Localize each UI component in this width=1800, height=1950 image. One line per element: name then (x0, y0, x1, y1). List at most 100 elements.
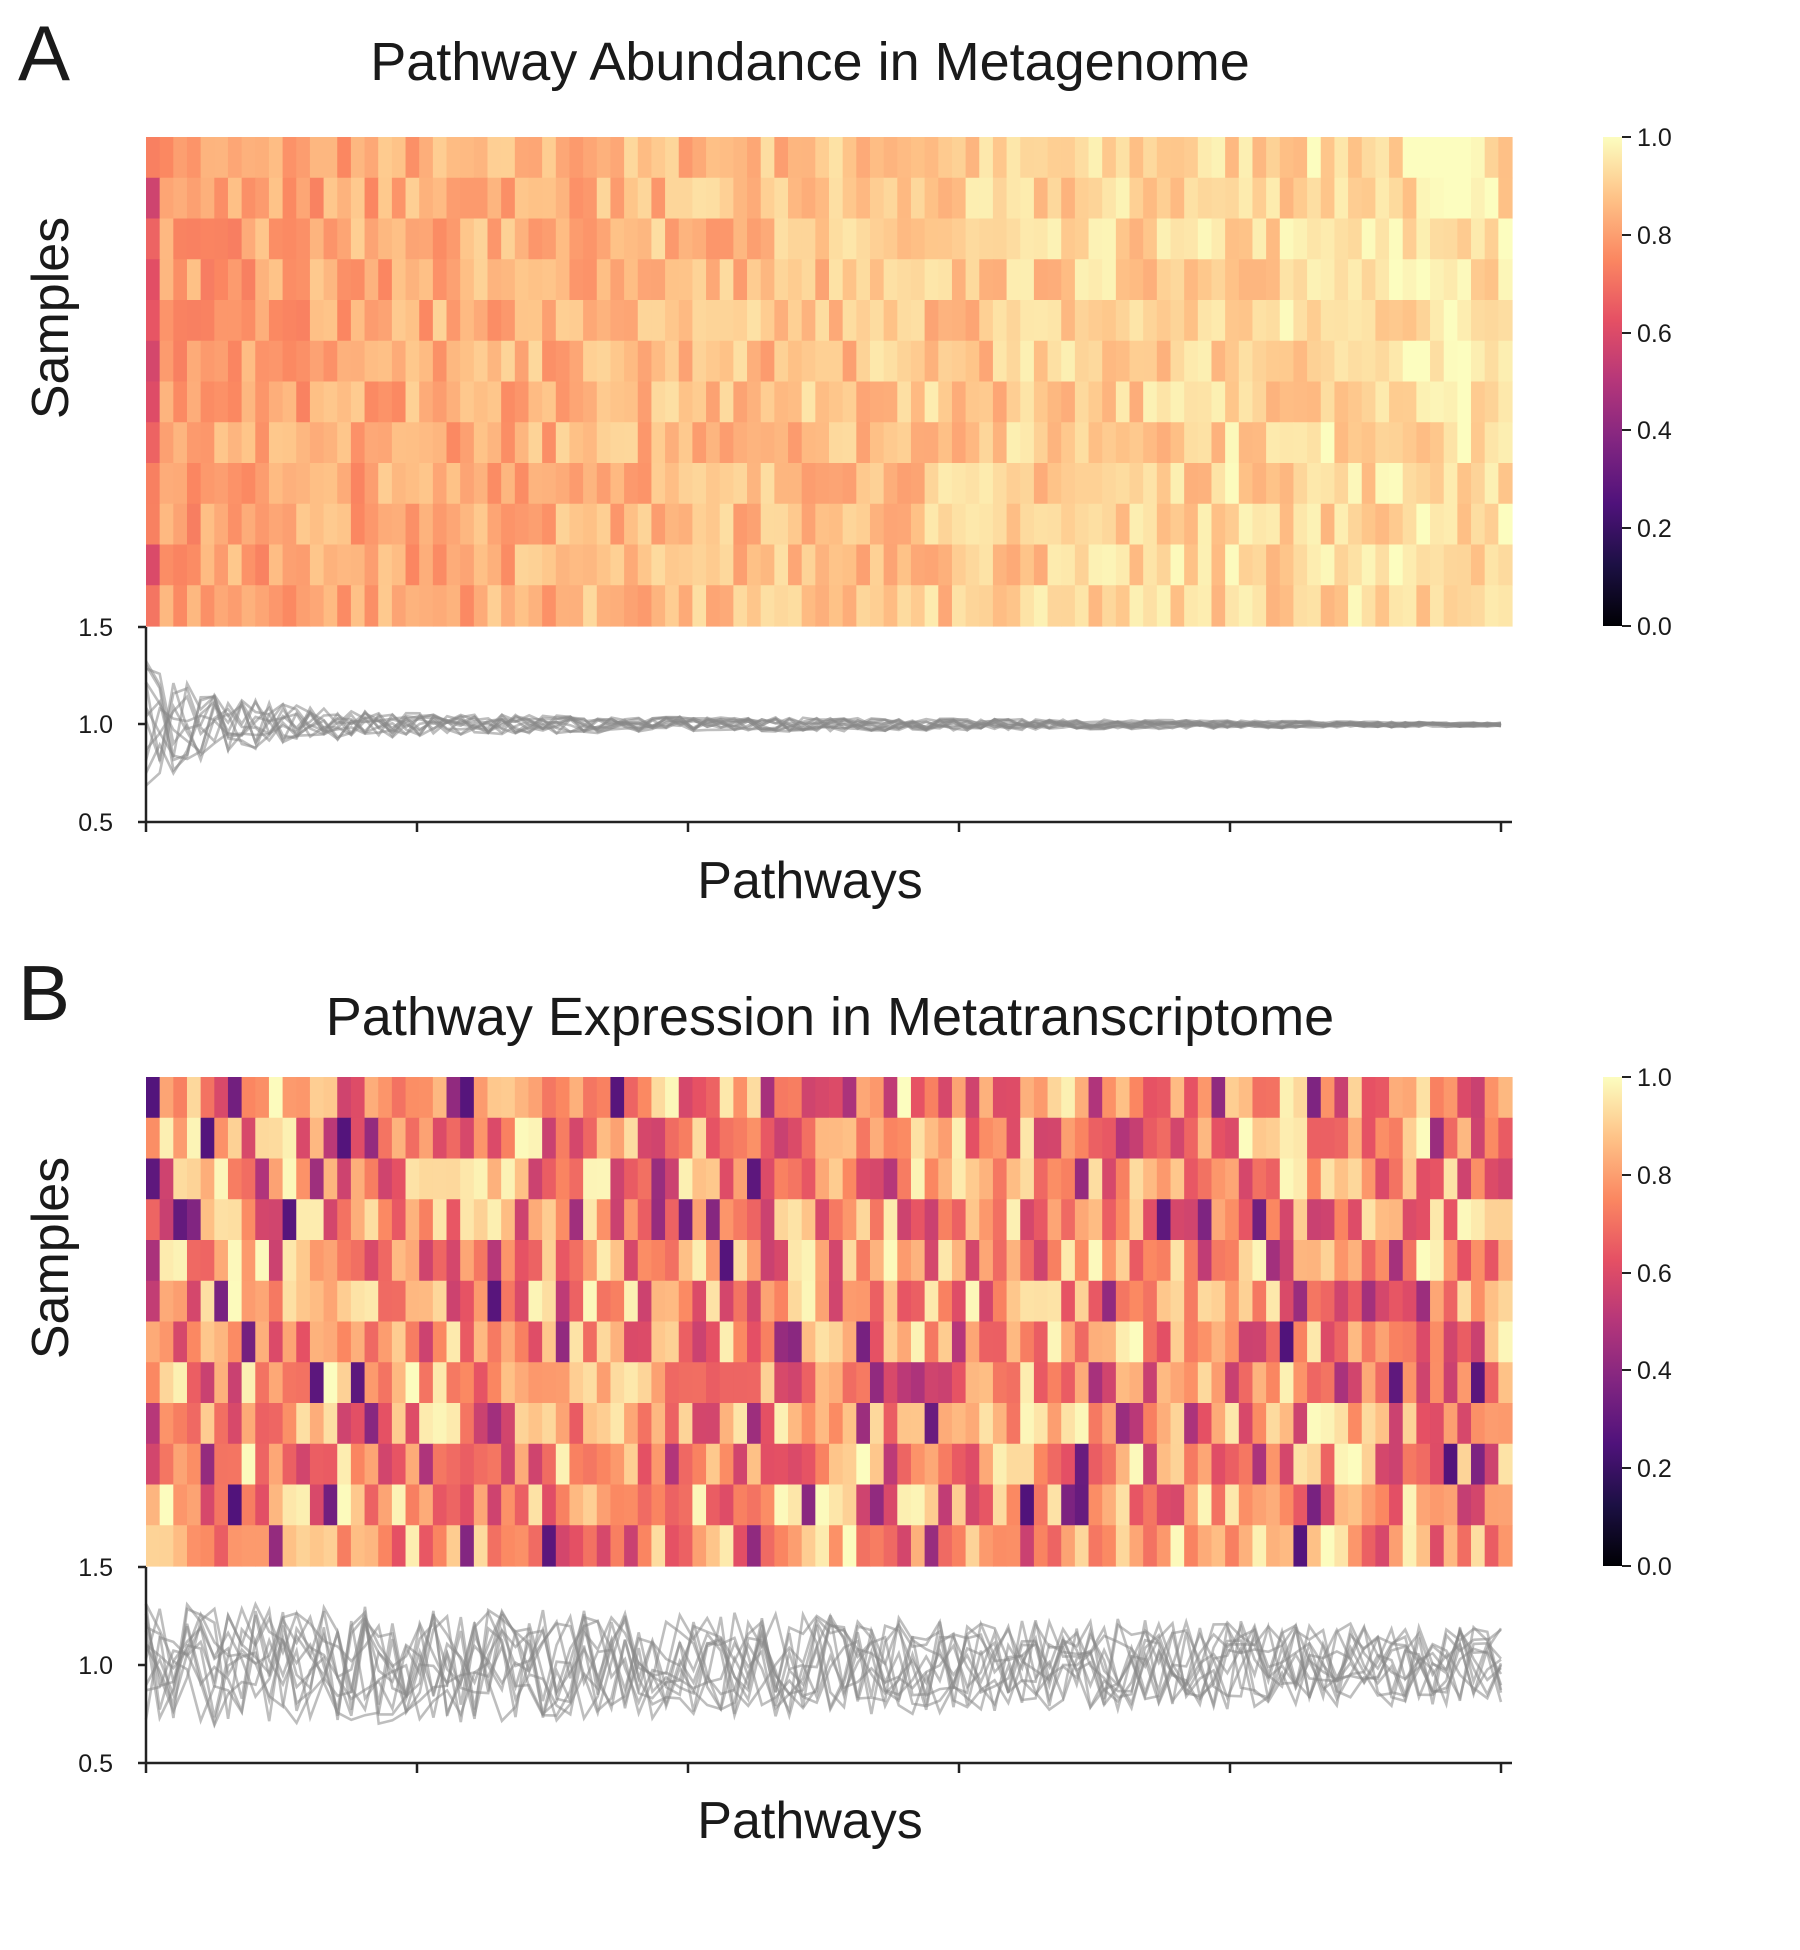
heatmap-cell (1484, 300, 1499, 342)
heatmap-cell (637, 1077, 653, 1119)
heatmap-cell (501, 544, 516, 586)
heatmap-cell (924, 1321, 939, 1363)
heatmap-cell (924, 463, 939, 505)
heatmap-cell (1033, 1280, 1049, 1323)
heatmap-cell (1498, 1443, 1513, 1486)
heatmap-cell (282, 1240, 297, 1282)
heatmap-cell (1307, 1158, 1322, 1200)
heatmap-cell (1225, 1199, 1240, 1241)
heatmap-cell (446, 137, 461, 179)
panel-a-colorbar-tick: 0.8 (1637, 222, 1672, 250)
heatmap-cell (323, 422, 338, 464)
heatmap-cell (1143, 1077, 1158, 1119)
heatmap-cell (1402, 177, 1417, 220)
heatmap-cell (719, 585, 734, 627)
heatmap-cell (460, 137, 475, 179)
heatmap-cell (460, 1443, 475, 1486)
heatmap-cell (924, 218, 939, 260)
heatmap-cell (1156, 585, 1172, 627)
heatmap-cell (569, 1240, 584, 1282)
heatmap-cell (897, 1240, 912, 1282)
heatmap-cell (1047, 463, 1062, 505)
heatmap-cell (678, 1443, 693, 1486)
heatmap-cell (501, 1077, 516, 1119)
heatmap-cell (610, 544, 625, 586)
heatmap-cell (951, 1403, 967, 1445)
heatmap-cell (692, 422, 707, 464)
heatmap-cell (610, 259, 625, 301)
heatmap-cell (1006, 1321, 1021, 1363)
heatmap-cell (1361, 422, 1376, 464)
heatmap-cell (337, 422, 352, 464)
heatmap-cell (910, 1199, 926, 1241)
heatmap-cell (1047, 544, 1062, 586)
heatmap-cell (624, 259, 639, 301)
heatmap-cell (965, 381, 980, 423)
heatmap-cell (747, 1280, 762, 1323)
heatmap-cell (1416, 177, 1431, 220)
heatmap-cell (1252, 381, 1267, 423)
heatmap-cell (296, 1321, 311, 1363)
heatmap-cell (1197, 585, 1213, 627)
heatmap-cell (624, 1525, 639, 1567)
heatmap-cell (1170, 177, 1185, 220)
heatmap-cell (1430, 1240, 1445, 1282)
heatmap-cell (1266, 1484, 1281, 1526)
heatmap-cell (719, 1280, 734, 1323)
heatmap-cell (1375, 1117, 1390, 1160)
heatmap-cell (801, 1199, 816, 1241)
heatmap-cell (323, 544, 338, 586)
heatmap-cell (883, 340, 898, 383)
heatmap-cell (897, 259, 912, 301)
heatmap-cell (678, 544, 693, 586)
heatmap-cell (1498, 300, 1513, 342)
heatmap-cell (1457, 177, 1472, 220)
heatmap-cell (692, 1158, 707, 1200)
heatmap-cell (460, 1240, 475, 1282)
heatmap-cell (869, 1158, 885, 1200)
heatmap-cell (432, 1240, 448, 1282)
heatmap-cell (1184, 300, 1199, 342)
heatmap-cell (1238, 1280, 1254, 1323)
heatmap-cell (214, 1525, 229, 1567)
heatmap-cell (1457, 1077, 1472, 1119)
heatmap-cell (1430, 1525, 1445, 1567)
heatmap-cell (637, 1199, 653, 1241)
heatmap-cell (391, 1280, 407, 1323)
heatmap-cell (1389, 585, 1404, 627)
heatmap-cell (309, 177, 325, 220)
heatmap-cell (1115, 177, 1131, 220)
heatmap-cell (692, 1199, 707, 1241)
heatmap-cell (432, 1199, 448, 1241)
heatmap-cell (760, 1484, 775, 1526)
heatmap-cell (1225, 381, 1240, 423)
heatmap-cell (1320, 1443, 1336, 1486)
heatmap-cell (719, 1321, 734, 1363)
heatmap-cell (1225, 259, 1240, 301)
heatmap-cell (1389, 1525, 1404, 1567)
heatmap-cell (979, 1484, 994, 1526)
heatmap-cell (1389, 259, 1404, 301)
heatmap-cell (378, 1077, 393, 1119)
heatmap-cell (637, 340, 653, 383)
heatmap-cell (501, 340, 516, 383)
heatmap-cell (350, 300, 366, 342)
heatmap-cell (1143, 259, 1158, 301)
heatmap-cell (569, 1321, 584, 1363)
panel-a-letter: A (18, 9, 70, 97)
heatmap-cell (1197, 1443, 1213, 1486)
heatmap-cell (856, 1240, 871, 1282)
heatmap-cell (268, 422, 284, 464)
heatmap-cell (910, 340, 926, 383)
heatmap-cell (214, 422, 229, 464)
heatmap-cell (992, 177, 1008, 220)
heatmap-cell (815, 177, 830, 220)
heatmap-cell (583, 381, 598, 423)
heatmap-cell (596, 1403, 612, 1445)
heatmap-cell (432, 503, 448, 546)
heatmap-cell (637, 300, 653, 342)
heatmap-cell (1061, 463, 1076, 505)
heatmap-cell (186, 1117, 202, 1160)
heatmap-cell (774, 1199, 789, 1241)
heatmap-cell (1225, 1321, 1240, 1363)
